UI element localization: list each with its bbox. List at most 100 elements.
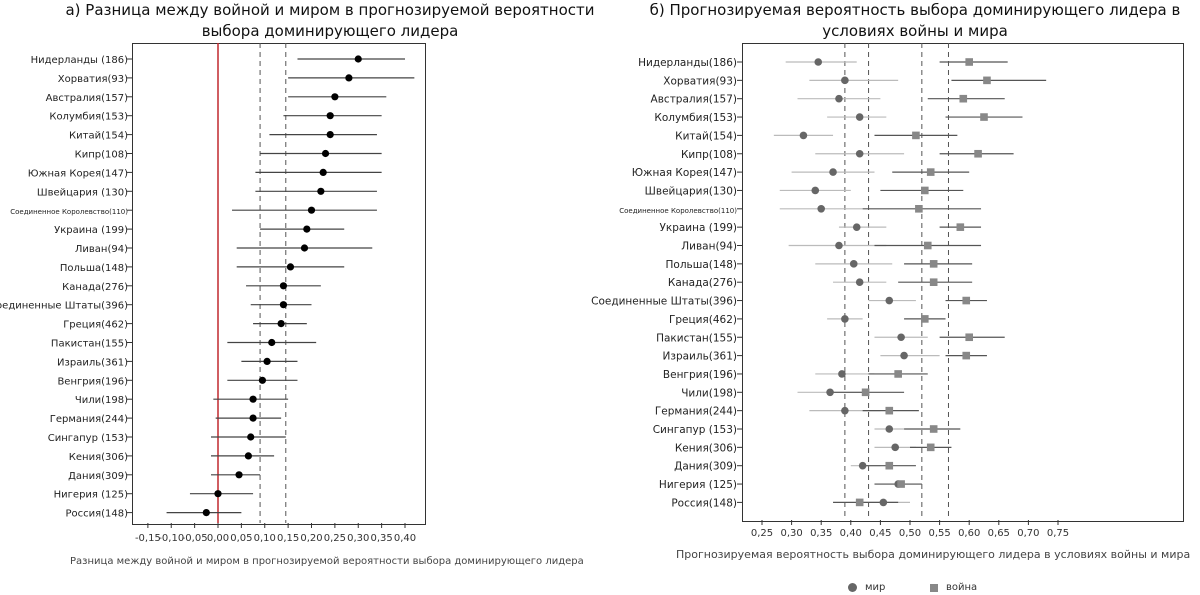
panel-a-country-label: Кения(306): [69, 452, 128, 463]
panel-b-country-label: Венгрия(196): [663, 369, 737, 381]
panel-a-point: [286, 263, 295, 271]
panel-b-country-label: Сингапур (153): [653, 424, 737, 436]
panel-b-war-point: [885, 461, 894, 470]
panel-b-x-tick-label: 0,55: [928, 528, 950, 539]
panel-b-x-tick-label: 0,70: [1017, 528, 1039, 539]
panel-b-peace-point: [817, 205, 825, 213]
panel-a-country-label: Австралия(157): [46, 93, 128, 104]
panel-b-war-point: [921, 315, 929, 323]
panel-b-war-point: [962, 296, 971, 305]
panel-b-x-tick-label: 0,45: [869, 528, 891, 539]
panel-b-war-point: [959, 94, 968, 103]
panel-b-peace-point: [855, 113, 864, 121]
panel-a-x-axis-label: Разница между войной и миром в прогнозир…: [70, 556, 584, 567]
panel-a-point: [354, 55, 362, 63]
panel-a-plot-frame: [132, 43, 426, 525]
panel-a-country-label: Ливан(94): [75, 244, 128, 255]
panel-b-peace-point: [858, 461, 867, 470]
panel-b-country-label: Хорватия(93): [663, 75, 737, 87]
panel-b-x-tick-label: 0,35: [810, 528, 832, 539]
panel-a-point: [247, 433, 255, 441]
panel-b-peace-point: [829, 168, 837, 176]
panel-b-war-point: [956, 223, 965, 231]
panel-a-country-label: Израиль(361): [57, 357, 128, 368]
panel-a-point: [258, 376, 267, 384]
panel-b-country-label: Кипр(108): [681, 149, 737, 161]
panel-b-country-label: Швейцария(130): [645, 185, 737, 197]
panel-b-x-tick-label: 0,65: [988, 528, 1010, 539]
panel-b-country-label: Канада(276): [668, 277, 737, 289]
panel-b-war-point: [915, 205, 923, 213]
panel-a-x-tick-label: 0,15: [277, 533, 299, 544]
panel-b-war-point: [980, 113, 988, 121]
panel-a-country-label: Китай(154): [69, 131, 128, 142]
panel-b-peace-point: [885, 296, 894, 305]
panel-a-country-label: Греция(462): [63, 320, 128, 331]
panel-a-point: [303, 225, 311, 233]
panel-b-country-label: Соединенное Королевство(110): [619, 207, 737, 215]
panel-a-country-label: Нигерия (125): [54, 490, 128, 501]
panel-a-country-label: Германия(244): [50, 414, 128, 425]
panel-a-point: [202, 508, 210, 517]
panel-b-x-axis-label: Прогнозируемая вероятность выбора домини…: [676, 548, 1191, 561]
panel-b-war-point: [929, 260, 938, 268]
panel-b-x-tick-label: 0,40: [840, 528, 862, 539]
panel-a-country-label: Чили(198): [75, 395, 128, 406]
panel-a-x-tick-label: -0,10: [158, 533, 184, 544]
panel-b-country-label: Германия(244): [655, 406, 737, 418]
panel-a-country-label: Швейцария (130): [37, 187, 128, 198]
panel-b-country-label: Нидерланды(186): [638, 57, 737, 69]
panel-a-point: [326, 131, 334, 139]
panel-b-peace-point: [852, 223, 861, 231]
panel-b-war-point: [897, 480, 905, 488]
panel-b-x-tick-label: 0,25: [751, 528, 773, 539]
panel-a-point: [249, 395, 257, 403]
panel-b-peace-point: [835, 94, 843, 103]
panel-b-title-line2: условиях войны и мира: [822, 22, 1008, 40]
panel-b-country-label: Пакистан(155): [656, 332, 737, 344]
panel-b-country-label: Нигерия (125): [659, 479, 737, 491]
panel-b-peace-point: [799, 131, 808, 140]
panel-a-title-line2: выбора доминирующего лидера: [201, 22, 459, 40]
panel-b-country-label: Китай(154): [675, 130, 737, 142]
panel-b-country-label: Австралия(157): [651, 94, 737, 106]
panel-b-country-label: Украина (199): [659, 222, 737, 234]
panel-b-peace-point: [897, 333, 905, 342]
panel-a-point: [317, 187, 325, 195]
panel-b-country-label: Кения(306): [675, 442, 737, 454]
panel-b-country-label: Израиль(361): [663, 351, 738, 363]
panel-b-peace-point: [879, 498, 888, 507]
legend-war-marker: [930, 583, 938, 592]
panel-b-war-point: [894, 370, 902, 378]
panel-a-point: [235, 471, 243, 479]
panel-b-war-point: [965, 58, 973, 66]
panel-b-peace-point: [811, 186, 820, 195]
panel-a-country-label: Венгрия(196): [57, 376, 128, 387]
panel-a-x-tick-label: 0,40: [394, 533, 416, 544]
panel-b-title-line1: б) Прогнозируемая вероятность выбора дом…: [649, 1, 1181, 19]
legend-peace-marker: [848, 583, 857, 592]
panel-b-war-point: [912, 131, 920, 140]
panel-a-country-label: Нидерланды (186): [31, 55, 128, 66]
panel-a-point: [244, 452, 252, 460]
panel-a-point: [326, 112, 334, 120]
panel-b-title: б) Прогнозируемая вероятность выбора дом…: [605, 0, 1200, 42]
panel-b-war-point: [855, 498, 864, 507]
panel-a-country-label: Соединенные Штаты(396): [0, 301, 128, 312]
panel-b-war-point: [929, 425, 938, 433]
panel-b-x-tick-label: 0,30: [780, 528, 802, 539]
panel-b-country-label: Южная Корея(147): [632, 167, 737, 179]
panel-b-war-point: [983, 76, 991, 85]
panel-b-war-point: [929, 278, 938, 286]
panel-b-war-point: [885, 406, 894, 415]
panel-a-x-tick-label: 0,35: [370, 533, 392, 544]
panel-b-war-point: [926, 168, 935, 176]
panel-b-x-tick-label: 0,60: [958, 528, 980, 539]
panel-a-x-tick-label: 0,20: [300, 533, 322, 544]
panel-a-country-label: Сингапур (153): [48, 433, 128, 444]
panel-a-country-label: Россия(148): [65, 509, 128, 520]
panel-b-country-label: Польша(148): [666, 259, 738, 271]
panel-b-peace-point: [835, 241, 843, 250]
panel-a-point: [279, 282, 288, 290]
panel-a-point: [263, 357, 271, 365]
